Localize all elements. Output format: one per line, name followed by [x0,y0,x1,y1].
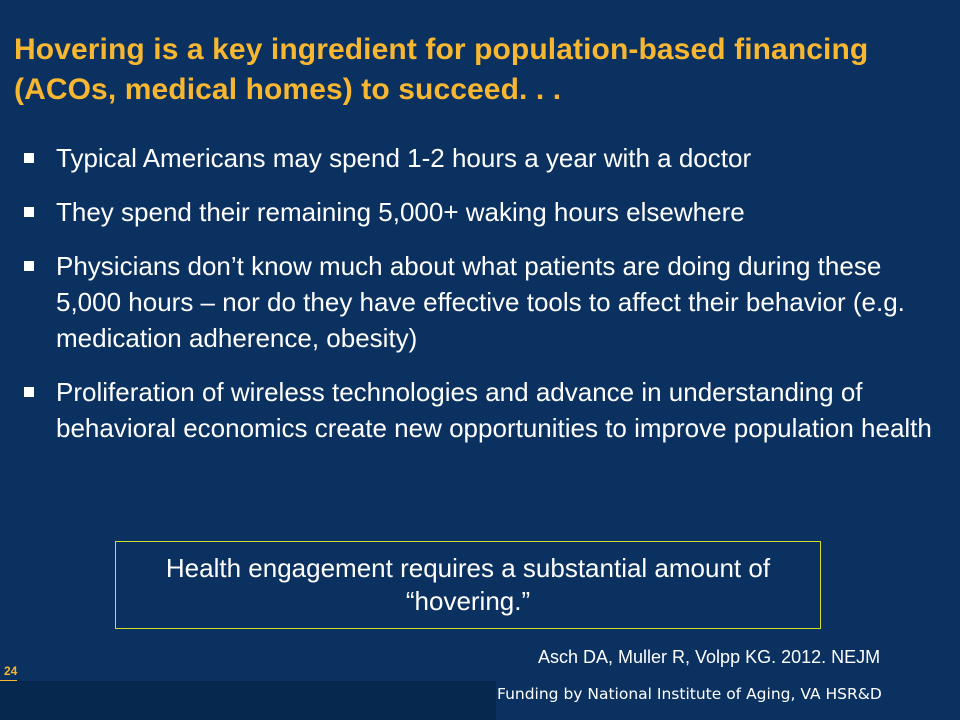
square-bullet-icon [24,387,34,397]
bullet-text: Physicians don’t know much about what pa… [56,251,905,353]
page-number-underline [0,680,16,681]
funding-credit: Funding by National Institute of Aging, … [497,685,882,703]
square-bullet-icon [24,261,34,271]
bullet-item: They spend their remaining 5,000+ waking… [20,194,950,230]
page-number: 24 [4,664,18,678]
callout-box: Health engagement requires a substantial… [115,541,821,629]
slide-title: Hovering is a key ingredient for populat… [14,33,869,106]
bullet-item: Typical Americans may spend 1-2 hours a … [20,140,950,176]
bullet-text: They spend their remaining 5,000+ waking… [56,197,745,227]
square-bullet-icon [24,153,34,163]
citation: Asch DA, Muller R, Volpp KG. 2012. NEJM [538,647,881,667]
square-bullet-icon [24,207,34,217]
bullet-text: Typical Americans may spend 1-2 hours a … [56,143,752,173]
callout-text: Health engagement requires a substantial… [165,553,771,616]
bullet-item: Proliferation of wireless technologies a… [20,374,950,446]
bullet-list: Typical Americans may spend 1-2 hours a … [20,140,950,446]
bullet-text: Proliferation of wireless technologies a… [56,377,932,443]
footer-bar [0,681,496,720]
bullet-item: Physicians don’t know much about what pa… [20,248,950,356]
